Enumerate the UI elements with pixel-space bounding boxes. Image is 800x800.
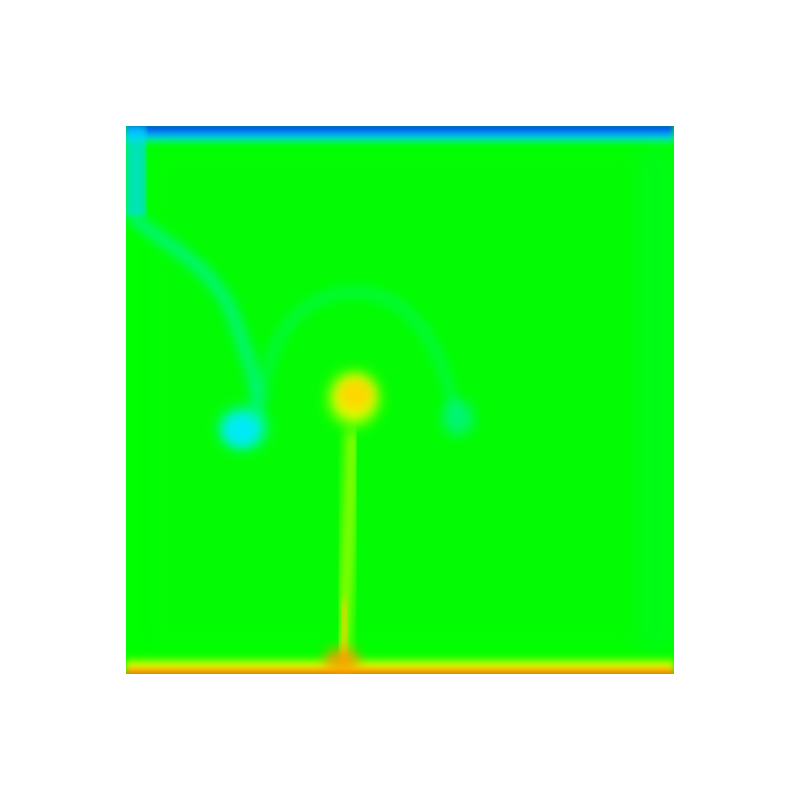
bottom-hot-boundary [126, 652, 674, 676]
top-cold-boundary [126, 124, 674, 146]
